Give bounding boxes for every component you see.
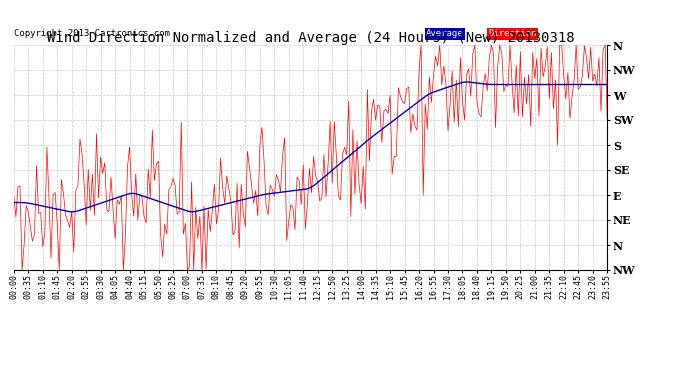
Text: Average: Average	[426, 29, 464, 38]
Text: Direction: Direction	[489, 29, 537, 38]
Title: Wind Direction Normalized and Average (24 Hours) (New) 20130318: Wind Direction Normalized and Average (2…	[47, 31, 574, 45]
Text: Copyright 2013 Cartronics.com: Copyright 2013 Cartronics.com	[14, 29, 170, 38]
